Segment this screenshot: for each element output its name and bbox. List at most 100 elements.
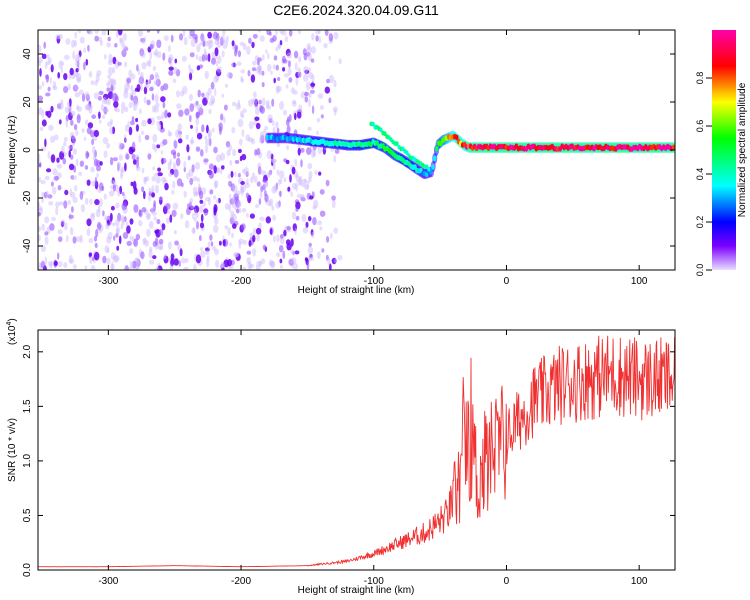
noise-speckle xyxy=(63,200,68,209)
noise-speckle xyxy=(75,158,79,167)
noise-speckle xyxy=(208,163,215,170)
noise-speckle xyxy=(148,249,153,259)
noise-speckle xyxy=(262,178,266,183)
noise-speckle xyxy=(291,211,297,220)
noise-speckle xyxy=(130,84,134,92)
noise-speckle xyxy=(252,60,257,66)
noise-speckle xyxy=(136,64,139,72)
y-tick-label: 20 xyxy=(22,96,33,108)
noise-speckle xyxy=(279,234,284,239)
noise-speckle xyxy=(188,168,194,177)
noise-speckle xyxy=(45,60,51,66)
noise-speckle xyxy=(321,248,325,253)
noise-speckle xyxy=(41,53,47,59)
noise-speckle xyxy=(65,234,69,243)
noise-speckle xyxy=(271,158,274,167)
noise-speckle xyxy=(92,256,95,262)
noise-speckle xyxy=(244,182,250,189)
noise-speckle xyxy=(127,120,130,129)
noise-speckle xyxy=(78,89,84,95)
noise-speckle xyxy=(241,78,244,83)
noise-speckle xyxy=(187,155,191,161)
noise-speckle xyxy=(252,33,258,39)
noise-speckle xyxy=(47,194,53,199)
noise-speckle xyxy=(224,225,228,230)
noise-speckle xyxy=(328,263,332,270)
noise-speckle xyxy=(72,148,78,155)
noise-speckle xyxy=(103,93,109,100)
noise-speckle xyxy=(319,189,325,195)
noise-speckle xyxy=(123,46,129,52)
noise-speckle xyxy=(195,212,199,219)
noise-speckle xyxy=(279,101,284,110)
noise-speckle xyxy=(106,257,111,266)
noise-speckle xyxy=(98,204,101,213)
noise-speckle xyxy=(189,72,193,81)
noise-speckle xyxy=(160,150,164,155)
noise-speckle xyxy=(87,44,90,52)
noise-speckle xyxy=(248,99,253,107)
noise-speckle xyxy=(71,206,74,213)
noise-speckle xyxy=(236,199,242,208)
noise-speckle xyxy=(164,182,169,191)
noise-speckle xyxy=(190,38,197,48)
noise-speckle xyxy=(143,86,148,95)
noise-speckle xyxy=(172,161,177,171)
noise-speckle xyxy=(248,121,254,130)
noise-speckle xyxy=(265,216,271,224)
noise-speckle xyxy=(203,41,210,47)
noise-speckle xyxy=(175,157,181,167)
noise-speckle xyxy=(200,149,204,157)
noise-speckle xyxy=(250,74,256,83)
noise-speckle xyxy=(86,30,91,34)
noise-speckle xyxy=(290,238,294,247)
noise-speckle xyxy=(210,241,214,247)
noise-speckle xyxy=(279,30,284,34)
noise-speckle xyxy=(259,189,263,199)
noise-speckle xyxy=(141,119,147,127)
noise-speckle xyxy=(65,115,69,122)
noise-speckle xyxy=(136,258,141,267)
noise-speckle xyxy=(271,158,277,164)
noise-speckle xyxy=(273,55,278,61)
noise-speckle xyxy=(258,99,262,105)
noise-speckle xyxy=(264,193,269,202)
noise-speckle xyxy=(193,205,200,214)
noise-speckle xyxy=(63,73,68,81)
noise-speckle xyxy=(212,127,215,133)
noise-speckle xyxy=(288,114,292,123)
noise-speckle xyxy=(192,176,198,182)
noise-speckle xyxy=(310,229,314,236)
noise-speckle xyxy=(152,166,155,171)
noise-speckle xyxy=(234,44,239,50)
colorbar-gradient xyxy=(712,30,736,270)
noise-speckle xyxy=(85,197,89,205)
noise-speckle xyxy=(133,238,139,247)
noise-speckle xyxy=(167,161,171,171)
noise-speckle xyxy=(256,60,260,66)
noise-speckle xyxy=(38,206,43,211)
noise-speckle xyxy=(158,229,164,236)
noise-speckle xyxy=(124,82,130,91)
noise-speckle xyxy=(67,145,73,150)
noise-speckle xyxy=(57,260,63,268)
noise-speckle xyxy=(140,251,145,260)
noise-speckle xyxy=(138,76,145,85)
noise-speckle xyxy=(155,74,160,82)
noise-speckle xyxy=(170,34,174,43)
noise-speckle xyxy=(219,168,223,175)
noise-speckle xyxy=(169,158,173,166)
noise-speckle xyxy=(255,107,260,116)
noise-speckle xyxy=(215,154,222,163)
noise-speckle xyxy=(113,235,116,241)
noise-speckle xyxy=(239,156,243,162)
noise-speckle xyxy=(157,167,162,172)
noise-speckle xyxy=(262,97,266,107)
noise-speckle xyxy=(243,239,247,246)
noise-speckle xyxy=(283,109,287,116)
noise-speckle xyxy=(199,222,205,229)
noise-speckle xyxy=(100,104,105,112)
noise-speckle xyxy=(271,120,275,127)
noise-speckle xyxy=(294,62,298,71)
noise-speckle xyxy=(222,30,226,36)
